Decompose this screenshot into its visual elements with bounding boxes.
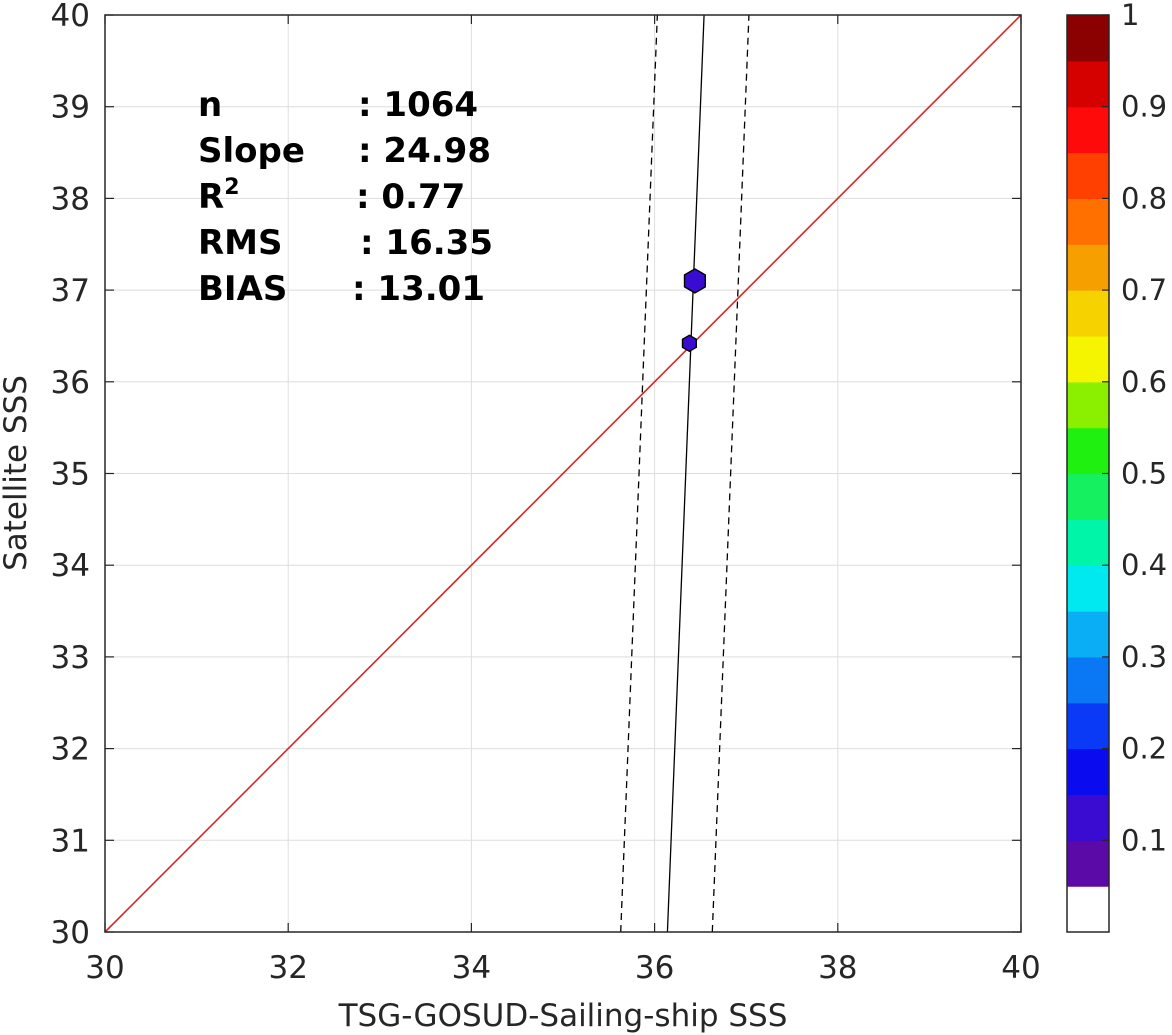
- colorbar: 0.1 0.2 0.3 0.4 0.5 0.6 0.7 0.8 0.9 1: [1066, 0, 1167, 933]
- colorbar-swatch: [1067, 611, 1109, 658]
- colorbar-swatch: [1067, 748, 1109, 796]
- data-points: [681, 268, 706, 353]
- colorbar-swatch: [1067, 106, 1109, 154]
- stat-label-text: Slope: [198, 131, 305, 171]
- colorbar-tick-label: 0.2: [1121, 732, 1167, 766]
- x-tick-label: 40: [1001, 950, 1040, 986]
- identity-line: [104, 14, 1022, 933]
- colorbar-swatch: [1067, 427, 1109, 475]
- stat-value: : 0.77: [356, 177, 465, 217]
- colorbar-swatch: [1067, 335, 1109, 383]
- colorbar-swatch: [1067, 244, 1109, 291]
- colorbar-swatch: [1067, 840, 1109, 887]
- y-tick-label: 33: [51, 640, 90, 676]
- x-axis-label: TSG-GOSUD-Sailing-ship SSS: [338, 998, 788, 1034]
- colorbar-swatch: [1067, 152, 1109, 199]
- colorbar-swatch: [1067, 656, 1109, 704]
- stat-label-superscript: 2: [224, 175, 239, 200]
- x-tick-label: 30: [85, 950, 124, 986]
- colorbar-tick-label: 0.9: [1121, 90, 1167, 124]
- x-tick-label: 32: [268, 950, 307, 986]
- y-tick-label: 40: [51, 0, 90, 34]
- colorbar-swatch: [1067, 290, 1109, 337]
- colorbar-tick-label: 0.5: [1121, 457, 1167, 491]
- colorbar-tick-label: 1: [1121, 0, 1139, 32]
- y-axis-ticks: 30 31 32 33 34 35 36 37 38 39 40: [51, 0, 1021, 951]
- stat-label-text: RMS: [198, 223, 283, 263]
- y-tick-label: 35: [51, 457, 90, 493]
- colorbar-tick-label: 0.1: [1121, 823, 1167, 857]
- colorbar-swatch: [1067, 702, 1109, 750]
- stat-value: : 16.35: [360, 223, 493, 263]
- stat-label: RMS: [198, 223, 283, 263]
- statistics-box: n : 1064 Slope : 24.98 R2 : 0.77 RMS : 16.35 BIA…: [198, 85, 493, 309]
- y-tick-label: 31: [51, 823, 90, 859]
- x-tick-label: 34: [452, 950, 491, 986]
- colorbar-swatch: [1067, 198, 1109, 245]
- data-point: [681, 334, 697, 353]
- colorbar-tick-label: 0.7: [1121, 273, 1167, 307]
- stat-label: Slope: [198, 131, 305, 171]
- colorbar-swatch: [1067, 381, 1109, 429]
- colorbar-tick-label: 0.6: [1121, 365, 1167, 399]
- confidence-bound-line: [620, 14, 658, 933]
- x-tick-label: 36: [635, 950, 674, 986]
- colorbar-swatch: [1067, 565, 1109, 612]
- x-tick-label: 38: [818, 950, 857, 986]
- y-tick-label: 39: [51, 90, 90, 126]
- colorbar-swatch: [1067, 60, 1109, 108]
- stat-label: BIAS: [198, 269, 287, 309]
- stat-value: : 24.98: [358, 131, 491, 171]
- colorbar-swatch: [1067, 886, 1109, 933]
- y-tick-label: 38: [51, 181, 90, 217]
- y-tick-label: 36: [51, 365, 90, 401]
- confidence-bound-line: [711, 14, 750, 933]
- colorbar-tick-label: 0.3: [1121, 640, 1167, 674]
- regression-line: [666, 14, 705, 933]
- colorbar-swatch: [1067, 794, 1109, 841]
- y-tick-label: 34: [51, 548, 90, 584]
- stat-label-text: n: [198, 85, 222, 125]
- colorbar-tick-label: 0.4: [1121, 548, 1167, 582]
- y-tick-label: 37: [51, 273, 90, 309]
- stat-value: : 1064: [358, 85, 478, 125]
- reference-lines: [104, 14, 1022, 933]
- y-axis-label: Satellite SSS: [0, 375, 34, 571]
- stat-label-text: R: [198, 177, 224, 217]
- y-tick-label: 30: [51, 915, 90, 951]
- y-tick-label: 32: [51, 732, 90, 768]
- x-axis-ticks: 30 32 34 36 38 40: [85, 15, 1041, 986]
- data-point: [683, 268, 706, 294]
- colorbar-swatch: [1067, 473, 1109, 520]
- stat-label-text: BIAS: [198, 269, 287, 309]
- colorbar-swatch: [1067, 519, 1109, 566]
- stat-value: : 13.01: [352, 269, 485, 309]
- stat-label: n: [198, 85, 222, 125]
- colorbar-swatch: [1067, 15, 1109, 62]
- stat-label: R2: [198, 175, 240, 217]
- colorbar-tick-label: 0.8: [1121, 181, 1167, 215]
